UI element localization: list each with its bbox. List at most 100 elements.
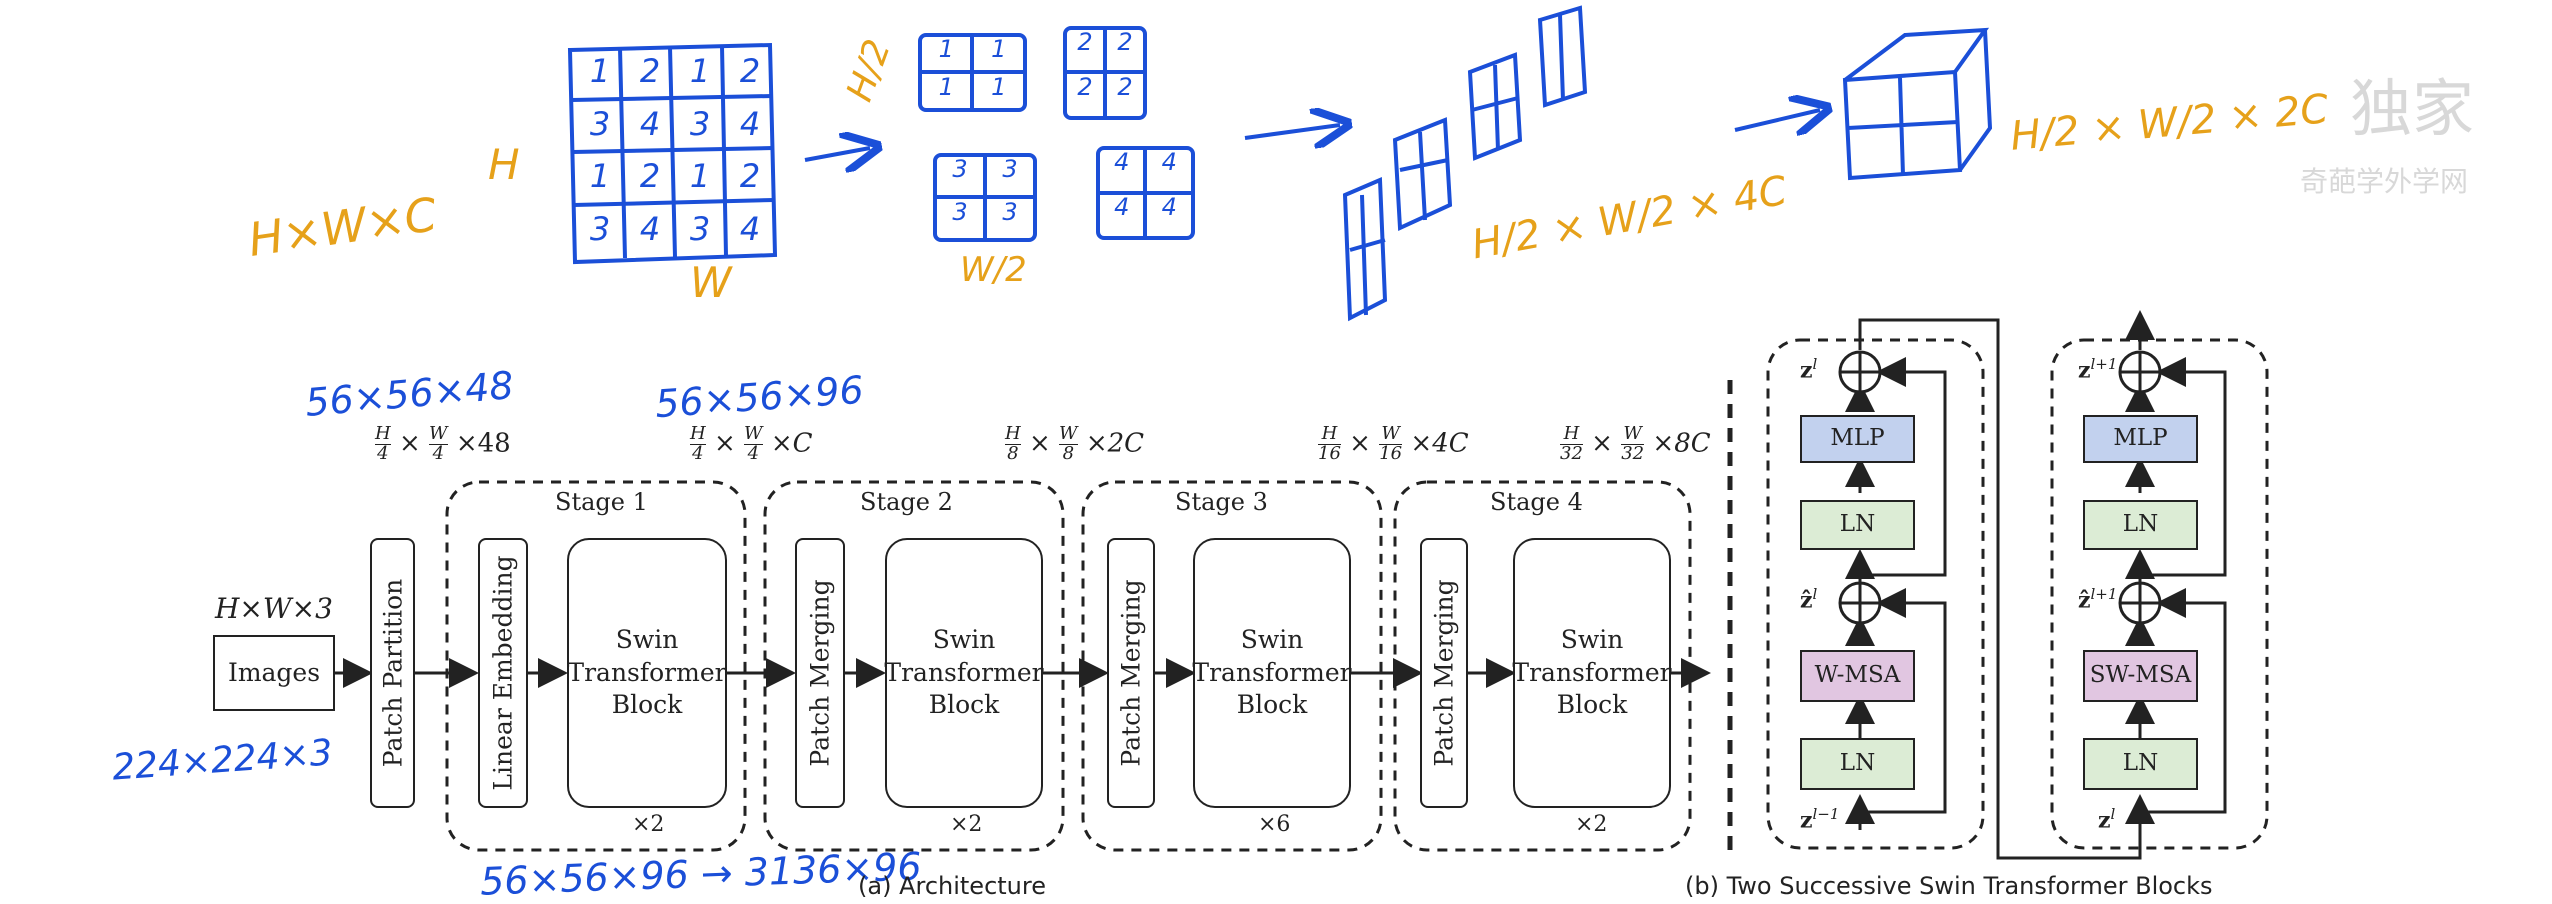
frac-bottom: 4: [432, 442, 445, 464]
mlp-label: MLP: [2113, 425, 2168, 452]
dim-tail: ×C: [770, 428, 813, 459]
w-msa-label: W-MSA: [1814, 662, 1901, 689]
hand-stack: [1342, 5, 1588, 322]
swin-line: Swin: [615, 625, 679, 655]
mlp-label: MLP: [1830, 425, 1885, 452]
mlp-box-right: MLP: [2083, 415, 2198, 463]
patch-cell: 3: [1002, 197, 1018, 226]
frac-bottom: 4: [692, 442, 704, 464]
times: ×: [1349, 428, 1371, 459]
grid-cell: 4: [639, 104, 661, 143]
z: z: [1800, 357, 1813, 384]
swin-block-text: Swin Transformer Block: [884, 624, 1043, 722]
dim-num: H 32: [1560, 424, 1583, 464]
dim-num: H 16: [1318, 424, 1341, 464]
patch-merging-label: Patch Merging: [1116, 579, 1146, 767]
sup: l: [2110, 805, 2116, 823]
z: ẑ: [1800, 587, 1813, 614]
times: ×: [1591, 428, 1613, 459]
frac-bottom: 16: [1379, 442, 1403, 464]
grid-cell: 2: [739, 157, 761, 195]
z-hat-label-right: ẑl+1: [2078, 585, 2117, 613]
patch-merging-box-2: Patch Merging: [795, 538, 845, 808]
z-label-right-top: zl+1: [2078, 355, 2117, 383]
z-label-left-bottom: zl−1: [1800, 805, 1839, 833]
z-label-left-top: zl: [1800, 355, 1817, 383]
patch-merging-box-4: Patch Merging: [1420, 538, 1468, 808]
ln-box-left-top: LN: [1800, 500, 1915, 550]
patch-merging-label: Patch Merging: [805, 579, 835, 767]
sup: l−1: [1812, 805, 1840, 823]
grid-cell: 2: [639, 52, 661, 90]
frac-top: H: [690, 423, 706, 445]
swin-block-stage2: Swin Transformer Block: [884, 538, 1044, 808]
sup: l+1: [2090, 585, 2118, 603]
ln-box-left-bottom: LN: [1800, 738, 1915, 790]
swin-block-text: Swin Transformer Block: [567, 624, 726, 722]
blocks-caption: (b) Two Successive Swin Transformer Bloc…: [1685, 872, 2213, 900]
hw-w: W: [690, 258, 732, 307]
patch-4-numbers: 4 4 4 4: [1098, 148, 1193, 238]
frac-top: H: [1560, 424, 1583, 445]
dim-label-4: H 32 × W 32 ×8C: [1560, 424, 1711, 464]
ln-label: LN: [2122, 750, 2159, 777]
swin-block-stage4: Swin Transformer Block: [1512, 538, 1672, 808]
grid-cell: 1: [689, 52, 711, 90]
stage-title-4: Stage 4: [1490, 488, 1583, 516]
swin-line: Transformer: [567, 657, 727, 687]
grid-cell: 2: [739, 52, 761, 90]
swin-line: Block: [1236, 690, 1308, 720]
patch-cell: 1: [938, 72, 954, 101]
z: z: [1800, 807, 1813, 834]
z: z: [2098, 807, 2111, 834]
linear-embedding-label: Linear Embedding: [488, 555, 518, 791]
ln-label: LN: [1839, 511, 1876, 538]
dim-den: W 16: [1379, 424, 1403, 464]
z-hat-label-left: ẑl: [1800, 585, 1817, 613]
swin-line: Transformer: [1512, 657, 1672, 687]
input-shape: H×W×3: [215, 592, 333, 625]
frac-top: H: [1318, 424, 1341, 445]
frac-top: W: [1379, 424, 1403, 445]
swin-line: Swin: [1560, 625, 1624, 655]
grid-cell: 3: [589, 209, 611, 248]
frac-bottom: 4: [377, 442, 389, 464]
repeat-stage3: ×6: [1258, 812, 1291, 837]
images-label: Images: [227, 657, 321, 687]
swin-block-stage3: Swin Transformer Block: [1192, 538, 1352, 808]
repeat-stage1: ×2: [632, 812, 665, 837]
swin-line: Block: [611, 690, 683, 720]
hand-arrows: [804, 110, 1820, 160]
patch-cell: 4: [1114, 148, 1130, 176]
frac-bottom: 32: [1560, 442, 1583, 464]
grid-cell: 3: [589, 104, 611, 143]
frac-bottom: 4: [747, 442, 760, 464]
stage-title-3: Stage 3: [1175, 488, 1268, 516]
architecture-caption: (a) Architecture: [858, 872, 1046, 900]
grid-cell: 4: [639, 209, 661, 248]
block-arrows: [1845, 310, 2227, 860]
grid-cell: 1: [589, 52, 611, 90]
swin-line: Transformer: [1192, 657, 1352, 687]
patch-cell: 2: [1117, 28, 1133, 56]
swin-block-stage1: Swin Transformer Block: [567, 538, 727, 808]
swin-line: Swin: [932, 625, 996, 655]
dim-den: W 32: [1621, 424, 1645, 464]
times: ×: [398, 428, 421, 459]
hand-cube: [1842, 27, 1993, 181]
times: ×: [1028, 428, 1051, 459]
frac-bottom: 8: [1062, 442, 1075, 464]
hand-patches: [918, 26, 1195, 242]
patch-1-numbers: 1 1 1 1: [920, 35, 1025, 110]
dim-tail: ×48: [455, 428, 511, 459]
patch-cell: 1: [991, 35, 1007, 63]
frac-bottom: 8: [1007, 442, 1019, 464]
patch-cell: 4: [1161, 148, 1177, 176]
hw-h: H: [488, 140, 520, 189]
